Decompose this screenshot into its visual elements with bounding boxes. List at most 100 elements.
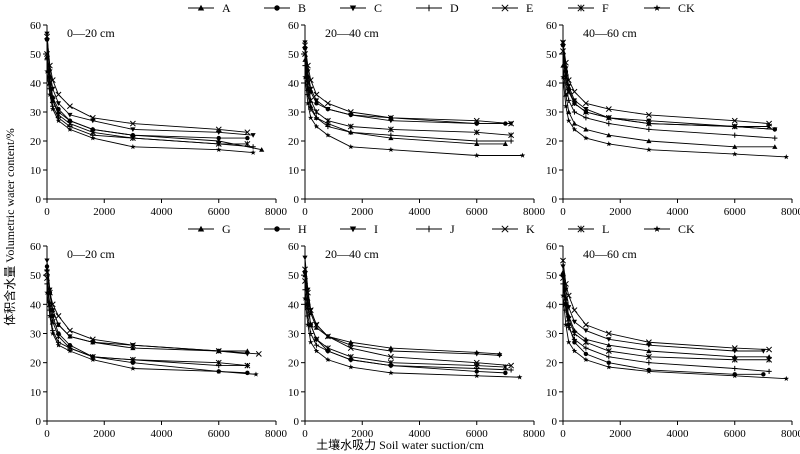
data-point bbox=[308, 339, 314, 345]
series-line bbox=[46, 59, 254, 148]
data-point bbox=[302, 74, 308, 80]
y-tick-label: 60 bbox=[546, 241, 558, 253]
panel-depth-label: 0—20 cm bbox=[67, 247, 115, 261]
data-point bbox=[732, 365, 738, 372]
legend-item-c: C bbox=[340, 1, 382, 15]
data-point bbox=[67, 334, 73, 340]
series-g bbox=[44, 266, 250, 354]
data-point bbox=[44, 68, 50, 74]
series-line bbox=[46, 71, 254, 154]
data-point bbox=[606, 132, 612, 138]
series-l bbox=[560, 275, 773, 363]
data-point bbox=[566, 117, 572, 124]
data-point bbox=[646, 360, 652, 366]
data-point bbox=[302, 255, 308, 261]
x-tick-label: 8000 bbox=[523, 206, 546, 218]
data-point bbox=[245, 370, 250, 376]
legend-item-g: G bbox=[188, 222, 231, 236]
series-line bbox=[46, 36, 248, 133]
y-tick-label: 20 bbox=[288, 358, 300, 370]
data-point bbox=[760, 348, 766, 354]
legend-label: B bbox=[298, 1, 306, 15]
legend-marker bbox=[197, 225, 205, 232]
x-tick-label: 0 bbox=[302, 428, 308, 440]
legend-label: H bbox=[298, 222, 307, 236]
data-point bbox=[244, 362, 251, 369]
data-point bbox=[571, 319, 578, 325]
legend-marker bbox=[577, 225, 585, 233]
data-point bbox=[566, 325, 572, 331]
x-tick-label: 4000 bbox=[151, 206, 174, 218]
panel-depth-label: 20—40 cm bbox=[325, 26, 379, 40]
data-point bbox=[646, 138, 652, 144]
series-i bbox=[560, 264, 766, 354]
y-tick-label: 0 bbox=[36, 416, 42, 428]
series-line bbox=[562, 65, 775, 148]
data-point bbox=[646, 126, 652, 132]
series-j bbox=[302, 287, 514, 373]
series-line bbox=[304, 275, 500, 355]
data-point bbox=[308, 86, 314, 92]
data-point bbox=[324, 100, 331, 107]
data-point bbox=[582, 100, 589, 107]
x-axis-label: 土壤水吸力 Soil water suction/cm bbox=[316, 437, 484, 452]
series-f bbox=[302, 51, 515, 139]
data-point bbox=[502, 141, 508, 146]
y-tick-label: 10 bbox=[30, 387, 42, 399]
legend-item-e: E bbox=[492, 1, 533, 15]
x-tick-label: 0 bbox=[44, 206, 50, 218]
data-point bbox=[645, 120, 652, 127]
data-point bbox=[508, 138, 514, 144]
series-c bbox=[560, 40, 778, 132]
data-point bbox=[646, 118, 652, 124]
data-point bbox=[388, 135, 394, 141]
series-c bbox=[44, 31, 256, 138]
data-point bbox=[732, 144, 738, 149]
legend-marker bbox=[274, 5, 280, 11]
data-point bbox=[571, 307, 578, 314]
data-point bbox=[645, 353, 652, 360]
legend-label: L bbox=[602, 222, 609, 236]
legend-top: A B C D E F CK bbox=[188, 1, 695, 15]
data-point bbox=[606, 342, 612, 348]
data-point bbox=[305, 321, 311, 328]
data-point bbox=[571, 330, 578, 337]
x-tick-label: 2000 bbox=[351, 428, 374, 440]
data-point bbox=[55, 333, 62, 340]
legend-marker bbox=[349, 226, 357, 233]
data-point bbox=[129, 342, 136, 349]
y-tick-label: 20 bbox=[546, 136, 558, 148]
legend-item-h: H bbox=[264, 222, 307, 236]
y-tick-label: 0 bbox=[552, 194, 558, 206]
legend-label: F bbox=[602, 1, 609, 15]
x-tick-label: 2000 bbox=[351, 206, 374, 218]
legend-item-d: D bbox=[416, 1, 459, 15]
x-tick-label: 4000 bbox=[667, 428, 690, 440]
series-l bbox=[44, 275, 251, 369]
legend-marker bbox=[425, 4, 433, 12]
data-point bbox=[560, 275, 566, 282]
data-point bbox=[565, 292, 572, 299]
data-point bbox=[44, 33, 50, 40]
series-e bbox=[302, 42, 515, 127]
data-point bbox=[324, 117, 331, 124]
data-point bbox=[307, 97, 314, 104]
data-point bbox=[244, 129, 251, 136]
data-point bbox=[605, 114, 612, 121]
data-point bbox=[474, 152, 480, 158]
data-point bbox=[606, 337, 612, 342]
data-point bbox=[47, 313, 53, 319]
data-point bbox=[44, 31, 50, 37]
data-point bbox=[388, 348, 394, 354]
legend-item-a: A bbox=[188, 1, 231, 15]
data-point bbox=[474, 372, 480, 379]
legend-label: D bbox=[450, 1, 459, 15]
series-ck bbox=[44, 289, 259, 377]
legend-label: CK bbox=[678, 1, 695, 15]
data-point bbox=[646, 348, 652, 354]
data-point bbox=[250, 133, 256, 138]
data-point bbox=[474, 369, 479, 374]
data-point bbox=[563, 103, 569, 109]
series-g bbox=[560, 269, 772, 359]
data-point bbox=[216, 135, 221, 141]
